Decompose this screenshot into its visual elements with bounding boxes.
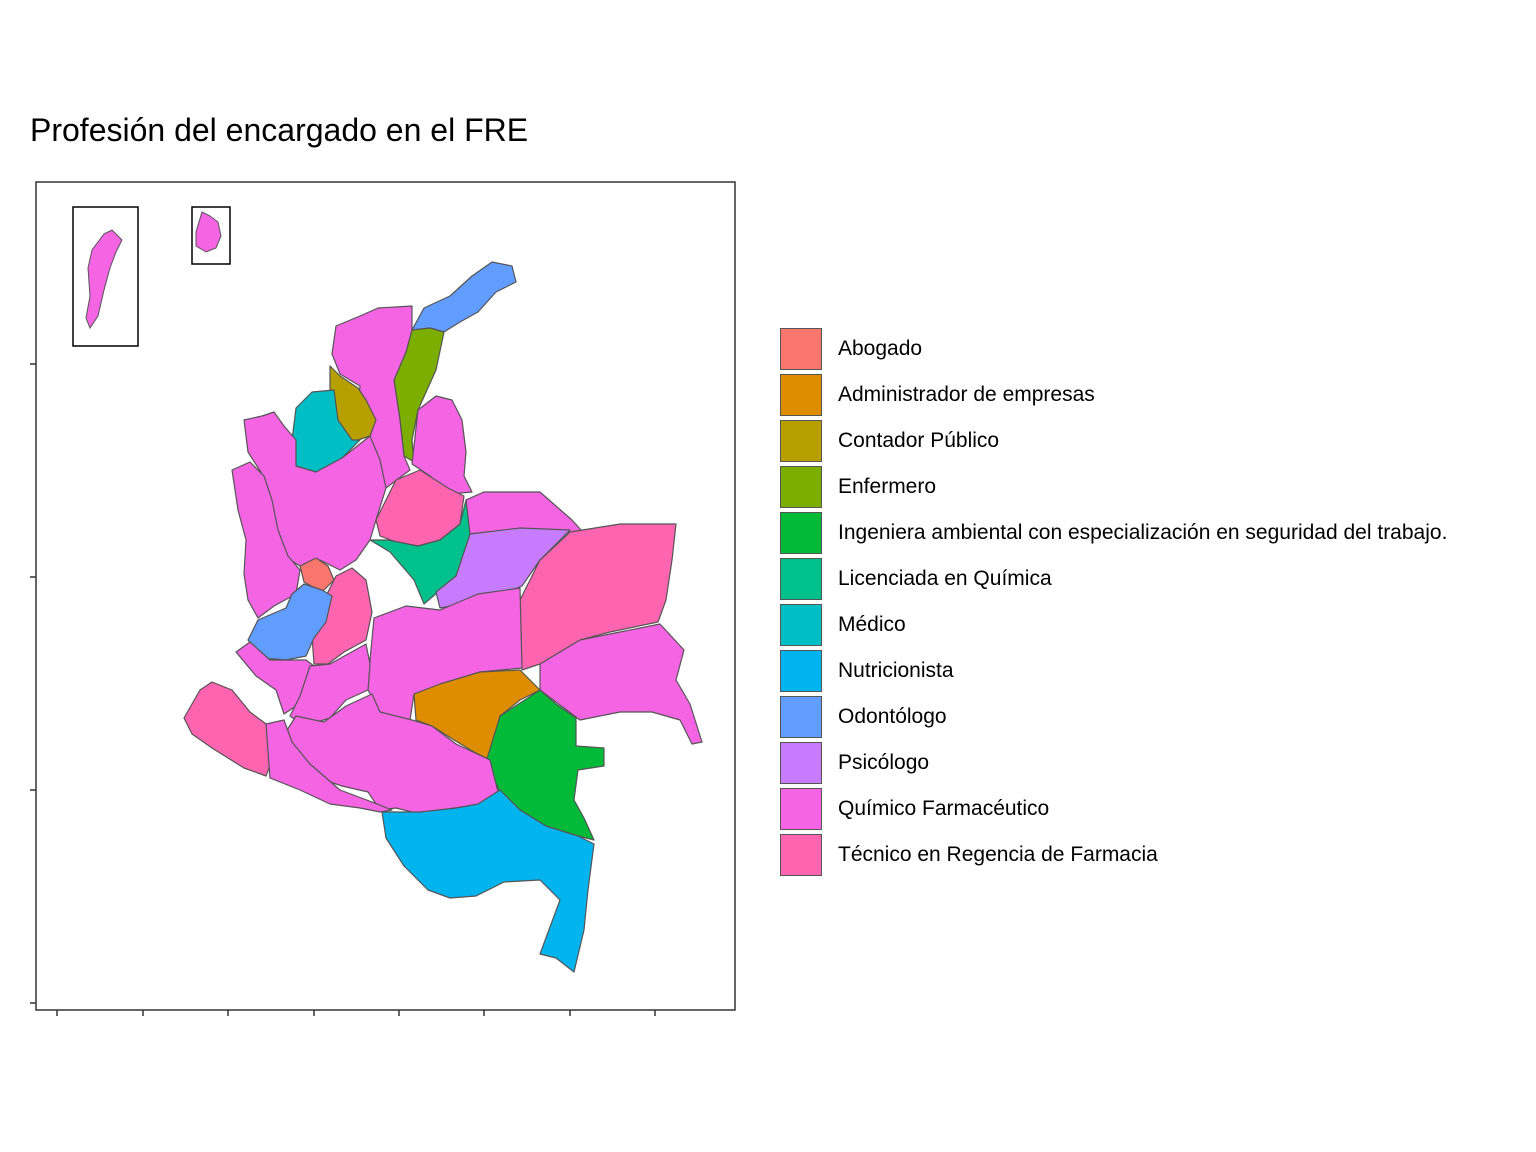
- legend-label: Administrador de empresas: [838, 383, 1095, 406]
- region-san-andres: [85, 229, 123, 330]
- legend-item: Nutricionista: [780, 648, 1447, 694]
- legend-swatch: [780, 696, 822, 738]
- legend-swatch: [780, 420, 822, 462]
- region-atlantico-bolivar-sucre: [331, 305, 413, 489]
- legend-label: Licenciada en Química: [838, 567, 1052, 590]
- legend-item: Psicólogo: [780, 740, 1447, 786]
- legend-item: Técnico en Regencia de Farmacia: [780, 832, 1447, 878]
- map-frame: [35, 181, 736, 1011]
- legend-item: Administrador de empresas: [780, 372, 1447, 418]
- region-amazonas: [381, 789, 595, 973]
- legend-item: Enfermero: [780, 464, 1447, 510]
- legend-label: Nutricionista: [838, 659, 954, 682]
- legend-label: Químico Farmacéutico: [838, 797, 1050, 820]
- legend-swatch: [780, 604, 822, 646]
- legend-label: Ingeniera ambiental con especialización …: [838, 521, 1448, 544]
- legend-swatch: [780, 788, 822, 830]
- region-la-guajira: [411, 261, 517, 333]
- legend-label: Enfermero: [838, 475, 937, 498]
- axis-ticks: [30, 363, 656, 1016]
- legend-swatch: [780, 512, 822, 554]
- legend-item: Químico Farmacéutico: [780, 786, 1447, 832]
- region-valle-odontologo: [247, 583, 333, 661]
- legend-item: Contador Público: [780, 418, 1447, 464]
- legend-label: Técnico en Regencia de Farmacia: [838, 843, 1158, 866]
- region-providencia: [195, 211, 222, 253]
- region-narino: [183, 681, 281, 777]
- legend-label: Psicólogo: [838, 751, 930, 774]
- legend-item: Ingeniera ambiental con especialización …: [780, 510, 1447, 556]
- legend-label: Contador Público: [838, 429, 1000, 452]
- inset-providencia-frame: [191, 206, 231, 265]
- map-title: Profesión del encargado en el FRE: [30, 112, 529, 148]
- legend-swatch: [780, 466, 822, 508]
- legend-swatch: [780, 742, 822, 784]
- region-putumayo: [265, 719, 393, 813]
- legend-swatch: [780, 558, 822, 600]
- region-huila-caqueta: [289, 643, 371, 727]
- legend-item: Abogado: [780, 326, 1447, 372]
- legend-label: Odontólogo: [838, 705, 947, 728]
- legend-item: Odontólogo: [780, 694, 1447, 740]
- legend-label: Abogado: [838, 337, 923, 360]
- legend-item: Licenciada en Química: [780, 556, 1447, 602]
- legend-swatch: [780, 834, 822, 876]
- region-guainia-vaupes-east: [539, 623, 703, 745]
- legend-swatch: [780, 374, 822, 416]
- inset-san-andres-frame: [72, 206, 139, 347]
- legend: Abogado Administrador de empresas Contad…: [780, 326, 1447, 878]
- legend-swatch: [780, 328, 822, 370]
- legend-item: Médico: [780, 602, 1447, 648]
- map-panel: [30, 181, 736, 1016]
- legend-label: Médico: [838, 613, 906, 636]
- legend-swatch: [780, 650, 822, 692]
